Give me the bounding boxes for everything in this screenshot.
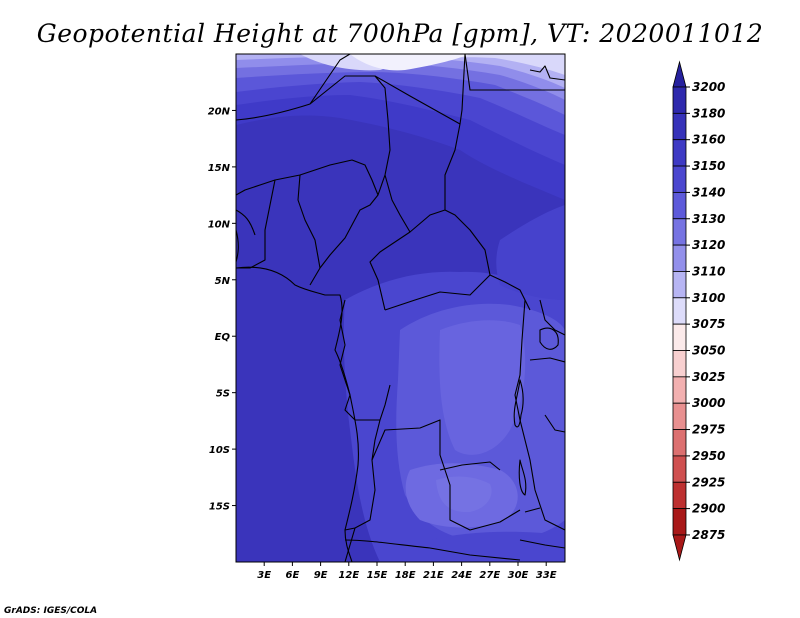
colorbar-label: 3200 — [692, 80, 725, 94]
colorbar-swatch — [672, 112, 687, 141]
country-borders — [236, 54, 565, 562]
colorbar-swatch — [672, 350, 687, 378]
colorbar-label: 2950 — [692, 449, 725, 463]
colorbar-swatch — [672, 323, 687, 351]
map-panel — [235, 53, 566, 563]
lon-tick-label: 21E — [423, 570, 444, 581]
colorbar-label: 3150 — [692, 159, 725, 173]
latitude-axis: 20N 15N 10N 5N EQ 5S 10S 15S — [208, 106, 236, 513]
lon-tick-label: 12E — [338, 570, 359, 581]
colorbar-label: 3130 — [692, 212, 725, 226]
lon-tick-label: 18E — [395, 570, 416, 581]
lat-tick-label: 5S — [216, 389, 230, 400]
colorbar-swatch — [672, 271, 687, 299]
colorbar-label: 3075 — [692, 317, 725, 331]
credit-text: GrADS: IGES/COLA — [4, 606, 97, 616]
colorbar-swatch — [672, 429, 687, 457]
colorbar-label: 2900 — [692, 502, 725, 516]
colorbar-swatch — [672, 191, 687, 220]
longitude-axis: 3E 6E 9E 12E 15E 18E 21E 24E 27E 30E 33E — [257, 562, 557, 581]
colorbar-label: 3160 — [692, 133, 725, 147]
lon-tick-label: 9E — [314, 570, 328, 581]
colorbar-label: 2925 — [692, 475, 725, 489]
lon-tick-label: 15E — [367, 570, 388, 581]
colorbar-swatch — [672, 455, 687, 483]
colorbar-label: 3140 — [692, 185, 725, 199]
colorbar-swatch — [672, 139, 687, 167]
lat-tick-label: 15S — [209, 502, 230, 513]
colorbar-label: 3025 — [692, 370, 725, 384]
lon-tick-label: 27E — [479, 570, 500, 581]
colorbar-label: 3000 — [692, 396, 725, 410]
colorbar-swatch — [672, 218, 687, 246]
colorbar-swatch — [672, 165, 687, 193]
colorbar-swatch — [672, 481, 687, 510]
colorbar-top-arrow — [672, 60, 687, 88]
colorbar-swatch — [672, 402, 687, 430]
lat-tick-label: 20N — [208, 106, 231, 117]
map-frame — [235, 53, 566, 563]
lon-tick-label: 33E — [536, 570, 557, 581]
colorbar-swatch — [672, 244, 687, 272]
colorbar-label: 3110 — [692, 264, 725, 278]
lon-tick-label: 24E — [451, 570, 472, 581]
colorbar-label: 2875 — [692, 528, 725, 542]
colorbar-swatch — [672, 508, 687, 536]
colorbar-swatch — [672, 86, 687, 114]
colorbar-swatch — [672, 376, 687, 404]
colorbar-label: 3180 — [692, 106, 725, 120]
lon-tick-label: 30E — [508, 570, 529, 581]
lon-tick-label: 3E — [257, 570, 271, 581]
colorbar-swatch — [672, 297, 687, 325]
lat-tick-label: 10S — [209, 445, 230, 456]
colorbar-label: 3120 — [692, 238, 725, 252]
lat-tick-label: 10N — [208, 219, 231, 230]
colorbar-label: 3050 — [692, 344, 725, 358]
lat-tick-label: 5N — [215, 276, 231, 287]
colorbar: 3200 3180 3160 3150 3140 3130 3120 3110 3100 3075… — [672, 60, 725, 562]
colorbar-label: 3100 — [692, 291, 725, 305]
lat-tick-label: EQ — [215, 332, 231, 343]
map-title: Geopotential Height at 700hPa [gpm], VT:… — [37, 19, 764, 48]
lon-tick-label: 6E — [286, 570, 300, 581]
colorbar-bottom-arrow — [672, 534, 687, 562]
colorbar-label: 2975 — [692, 423, 725, 437]
height-field — [236, 54, 565, 562]
lat-tick-label: 15N — [208, 163, 231, 174]
